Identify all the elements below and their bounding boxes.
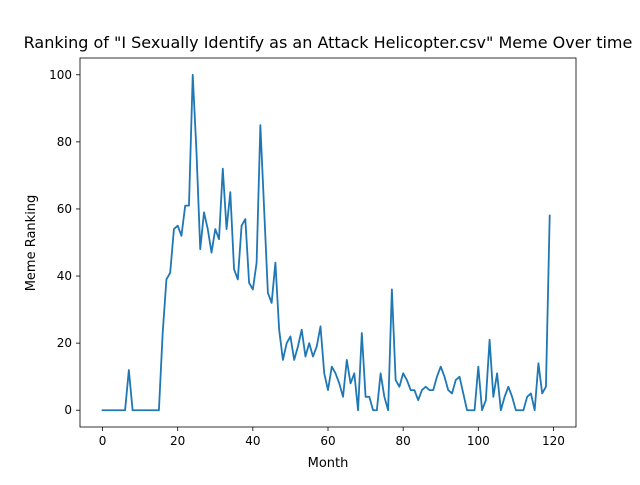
y-tick-label: 80 xyxy=(57,135,72,149)
y-tick-label: 60 xyxy=(57,202,72,216)
plot-frame xyxy=(79,57,577,428)
y-tick-label: 20 xyxy=(57,336,72,350)
x-tick-label: 0 xyxy=(99,434,107,448)
x-tick-label: 80 xyxy=(396,434,411,448)
x-axis-label: Month xyxy=(308,456,349,471)
y-tick-label: 100 xyxy=(49,68,72,82)
x-tick-label: 40 xyxy=(245,434,260,448)
chart-title: Ranking of "I Sexually Identify as an At… xyxy=(24,33,633,52)
series-line xyxy=(101,73,551,412)
x-tick-label: 120 xyxy=(542,434,565,448)
x-tick-label: 100 xyxy=(467,434,490,448)
x-tick-label: 60 xyxy=(320,434,335,448)
axis-ticks: 0 20 40 60 80 100 120 0 20 40 60 80 100 xyxy=(49,68,565,448)
y-tick-label: 40 xyxy=(57,269,72,283)
x-tick-label: 20 xyxy=(170,434,185,448)
y-axis-label: Meme Ranking xyxy=(24,195,39,292)
y-tick-label: 0 xyxy=(64,403,72,417)
